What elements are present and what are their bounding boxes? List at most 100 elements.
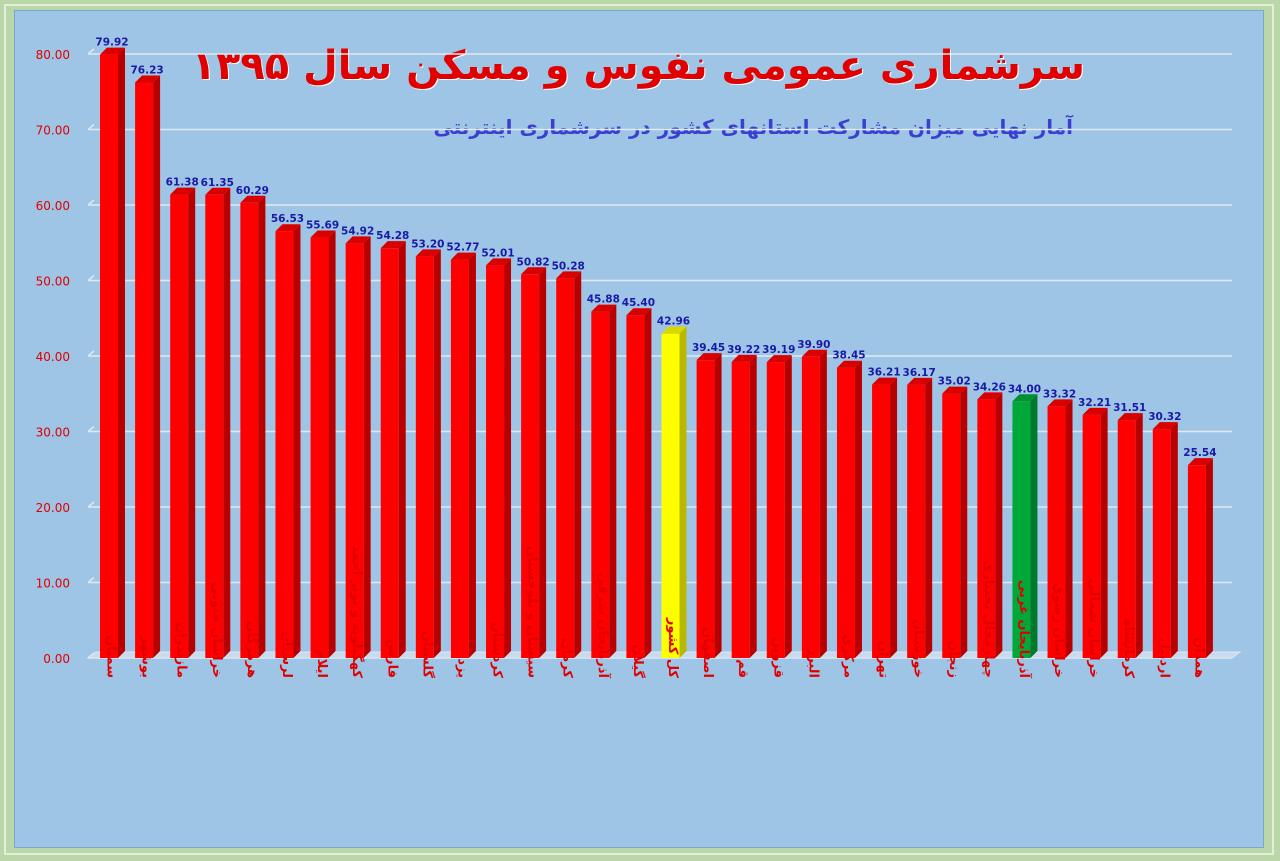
category-label: مازندران: [174, 622, 189, 678]
bar-side: [679, 326, 687, 658]
category-label: خوزستان: [911, 619, 926, 678]
gridline-depth: [87, 350, 95, 357]
bar-side: [398, 241, 406, 658]
category-label: بوشهر: [139, 635, 154, 679]
category-label: زنجان: [946, 640, 961, 678]
category-label: آذربایجان غربی: [1016, 580, 1033, 679]
y-tick-label: 0.00: [43, 652, 70, 666]
value-label: 38.45: [832, 350, 865, 362]
bar: [661, 333, 680, 658]
bar-top: [170, 187, 196, 195]
bar-side: [1170, 422, 1178, 658]
category-label: کردستان: [490, 622, 505, 679]
bar-side: [293, 224, 301, 659]
y-tick-label: 50.00: [36, 275, 70, 289]
category-label: مرکزی: [840, 634, 855, 678]
bar-side: [609, 304, 617, 658]
bar-top: [486, 258, 512, 266]
bar-top: [977, 392, 1003, 400]
bar: [521, 274, 540, 658]
bar-side: [223, 187, 231, 658]
bar: [942, 393, 961, 658]
bar-top: [661, 326, 687, 334]
value-label: 34.00: [1008, 383, 1041, 395]
bar-side: [118, 47, 125, 658]
bar-side: [258, 195, 266, 659]
category-label: خراسان رضوی: [1051, 583, 1066, 678]
category-label: کرمانشاه: [1121, 619, 1136, 679]
value-label: 39.22: [727, 344, 760, 356]
y-tick-label: 80.00: [36, 48, 70, 62]
bar: [100, 54, 118, 658]
bar-top: [345, 236, 371, 244]
value-label: 76.23: [130, 64, 163, 76]
value-label: 54.28: [376, 230, 409, 242]
value-label: 61.38: [166, 177, 199, 189]
bar: [415, 256, 434, 658]
category-label: لرستان: [279, 631, 294, 678]
bar-top: [240, 195, 266, 203]
bar: [696, 360, 715, 658]
bar-side: [1205, 458, 1213, 658]
value-label: 52.01: [481, 247, 514, 259]
bar: [731, 361, 750, 658]
bar-side: [504, 258, 512, 658]
bar-top: [836, 360, 862, 368]
bar-top: [310, 230, 336, 238]
bar-side: [890, 377, 898, 658]
bar-side: [363, 236, 371, 658]
bar-side: [749, 354, 757, 658]
bar-side: [468, 252, 476, 659]
value-label: 42.96: [657, 316, 690, 328]
bar-top: [415, 249, 441, 257]
category-label: فارس: [384, 639, 399, 678]
bar-top: [1012, 394, 1038, 402]
value-label: 45.88: [587, 294, 620, 306]
bar-side: [819, 349, 827, 658]
value-label: 30.32: [1148, 411, 1181, 423]
value-label: 55.69: [306, 220, 339, 232]
bar-side: [539, 267, 547, 658]
value-label: 61.35: [201, 177, 234, 189]
bar-side: [1135, 413, 1143, 658]
bar: [275, 231, 294, 659]
category-label: تهران: [876, 641, 891, 678]
value-label: 53.20: [411, 238, 444, 250]
category-label: خراسان جنوبی: [209, 582, 224, 678]
y-tick-label: 60.00: [36, 199, 70, 213]
bar-top: [521, 267, 547, 275]
category-label: چهارمحال بختیاری: [981, 560, 996, 678]
category-label: اصفهان: [700, 627, 715, 678]
value-label: 50.28: [552, 260, 585, 272]
gridline-depth: [87, 274, 95, 282]
y-tick-label: 40.00: [36, 350, 70, 364]
bar: [1152, 429, 1171, 658]
bar-side: [995, 392, 1003, 658]
category-label: کهگیلویه و بویر احمد: [349, 545, 365, 678]
value-label: 31.51: [1113, 402, 1146, 414]
bar: [1187, 465, 1206, 658]
bar-top: [275, 224, 301, 232]
bar: [836, 367, 855, 658]
bar-top: [1152, 422, 1178, 430]
bar: [205, 194, 224, 658]
bar: [977, 399, 996, 658]
bar: [1082, 414, 1101, 658]
bar: [170, 194, 189, 658]
category-label: کل کشور: [665, 617, 680, 679]
bar: [907, 384, 926, 658]
category-label: سمنان: [104, 635, 119, 678]
bar-side: [714, 353, 722, 658]
category-label: قم: [735, 659, 750, 678]
gridline-depth: [87, 425, 95, 433]
bar: [1117, 420, 1136, 658]
bar-side: [854, 360, 862, 658]
bar-side: [574, 271, 582, 658]
gridline-depth: [87, 48, 95, 55]
category-label: خراسان شمالی: [1086, 578, 1101, 678]
bar-top: [135, 75, 161, 83]
bar: [872, 384, 891, 658]
bar: [801, 356, 820, 658]
bar-side: [188, 187, 196, 658]
value-label: 54.92: [341, 225, 374, 237]
